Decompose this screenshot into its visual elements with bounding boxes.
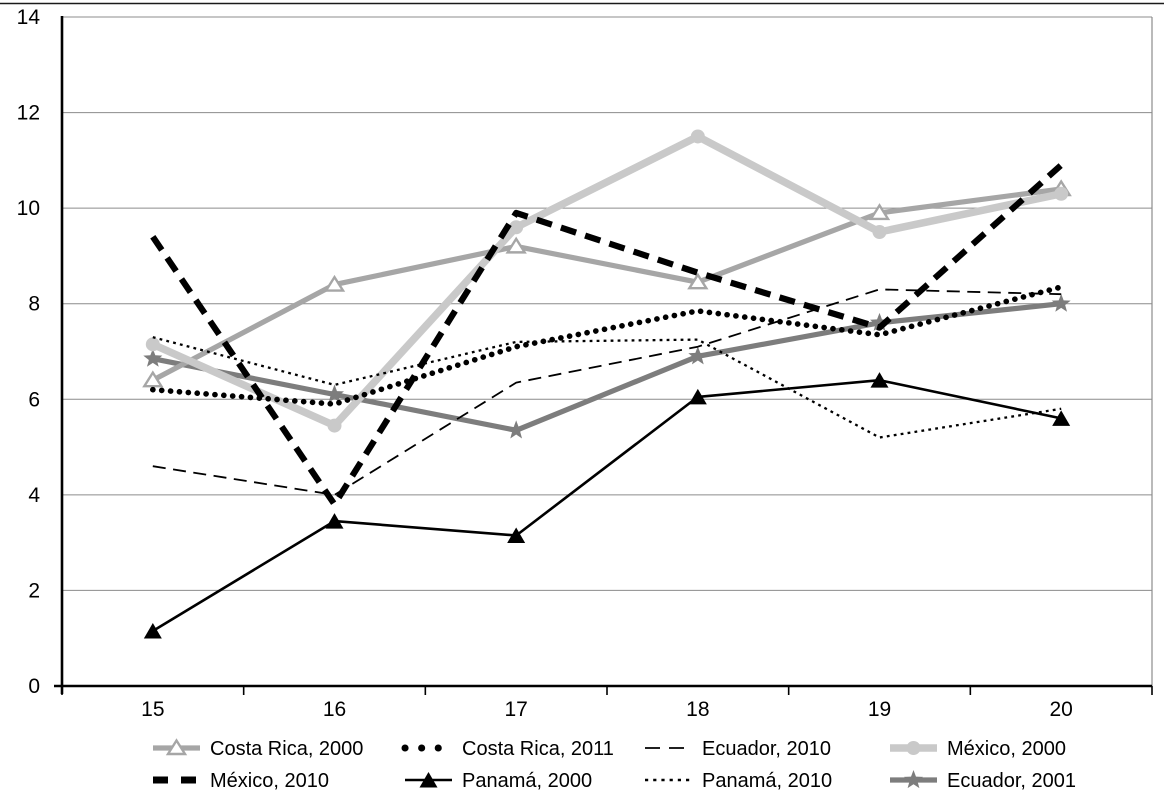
legend-label: Panamá, 2000 xyxy=(462,770,592,792)
legend-item-costa-rica-2011: Costa Rica, 2011 xyxy=(401,738,614,760)
circle-marker xyxy=(145,337,160,352)
y-tick-label: 2 xyxy=(28,579,40,602)
series-panama-2000 xyxy=(143,372,1071,639)
filled-triangle-marker xyxy=(325,513,344,529)
series-line-panama-2010 xyxy=(152,336,1062,439)
y-tick-label: 6 xyxy=(28,388,40,411)
series-line-mexico-2000 xyxy=(151,132,1062,430)
filled-triangle-marker xyxy=(1052,410,1071,426)
open-triangle-marker xyxy=(868,203,891,221)
open-triangle-marker xyxy=(165,738,188,756)
star-marker xyxy=(506,420,526,439)
filled-triangle-marker xyxy=(870,372,889,388)
star-marker xyxy=(143,348,163,367)
series-line-mexico-2010 xyxy=(150,162,1064,508)
legend-label: Ecuador, 2010 xyxy=(702,738,831,760)
y-tick-label: 8 xyxy=(28,293,40,316)
legend-item-panama-2010: Panamá, 2010 xyxy=(645,770,832,792)
star-marker xyxy=(1051,293,1071,312)
series-panama-2010 xyxy=(152,336,1062,439)
x-tick-label: 19 xyxy=(868,698,891,721)
legend-item-mexico-2000: México, 2000 xyxy=(890,738,1066,760)
filled-triangle-marker xyxy=(143,623,162,639)
legend-label: Costa Rica, 2000 xyxy=(210,738,363,760)
series-line-ecuador-2001 xyxy=(152,301,1062,433)
series-costa-rica-2000 xyxy=(142,179,1072,388)
star-marker xyxy=(903,770,924,789)
x-tick-label: 15 xyxy=(141,698,164,721)
legend-item-mexico-2010: México, 2010 xyxy=(153,770,329,792)
circle-marker xyxy=(327,418,342,433)
legend-label: Costa Rica, 2011 xyxy=(462,738,614,760)
circle-marker xyxy=(509,220,524,235)
y-axis-labels: 0 2 4 6 8 10 12 14 xyxy=(17,6,41,698)
star-marker xyxy=(324,384,345,403)
y-tick-label: 10 xyxy=(17,197,40,220)
legend-item-panama-2000: Panamá, 2000 xyxy=(405,770,592,792)
legend-item-ecuador-2001: Ecuador, 2001 xyxy=(890,770,1076,792)
series-line-costa-rica-2000 xyxy=(151,186,1062,383)
series-ecuador-2001 xyxy=(143,293,1071,439)
filled-triangle-marker xyxy=(688,388,707,405)
x-tick-label: 18 xyxy=(686,698,709,721)
open-triangle-marker xyxy=(505,236,527,254)
series-mexico-2000 xyxy=(145,129,1069,433)
x-axis-labels: 15 16 17 18 19 20 xyxy=(141,698,1073,721)
legend-label: Ecuador, 2001 xyxy=(947,770,1076,792)
circle-marker xyxy=(906,741,921,755)
legend-item-ecuador-2010: Ecuador, 2010 xyxy=(645,738,831,760)
x-tick-label: 17 xyxy=(504,698,527,721)
gridlines xyxy=(62,16,1152,591)
legend-label: Panamá, 2010 xyxy=(702,770,832,792)
legend: Costa Rica, 2000 Costa Rica, 2011 Ecuador,… xyxy=(153,738,1076,792)
series-line-costa-rica-2011 xyxy=(150,284,1064,407)
legend-item-costa-rica-2000: Costa Rica, 2000 xyxy=(153,738,363,760)
series-line-ecuador-2010 xyxy=(152,288,1062,496)
x-tick-label: 16 xyxy=(323,698,346,721)
x-tick-label: 20 xyxy=(1049,698,1072,721)
y-tick-label: 4 xyxy=(28,484,40,507)
star-marker xyxy=(688,346,708,365)
open-triangle-marker xyxy=(687,272,709,290)
legend-label: México, 2000 xyxy=(947,738,1066,760)
series-costa-rica-2011 xyxy=(150,284,1064,407)
open-triangle-marker xyxy=(142,370,164,388)
circle-marker xyxy=(690,129,705,144)
y-tick-label: 0 xyxy=(28,675,40,698)
legend-label: México, 2010 xyxy=(210,770,329,792)
filled-triangle-marker xyxy=(507,527,526,543)
open-triangle-marker xyxy=(323,274,346,292)
filled-triangle-marker xyxy=(419,772,438,788)
series-mexico-2010 xyxy=(150,162,1064,508)
circle-marker xyxy=(1054,186,1069,201)
circle-marker xyxy=(872,225,887,240)
series-line-panama-2000 xyxy=(152,378,1062,633)
star-marker xyxy=(869,312,890,331)
y-tick-label: 14 xyxy=(17,6,41,29)
y-tick-label: 12 xyxy=(17,102,40,125)
series-ecuador-2010 xyxy=(152,288,1062,496)
